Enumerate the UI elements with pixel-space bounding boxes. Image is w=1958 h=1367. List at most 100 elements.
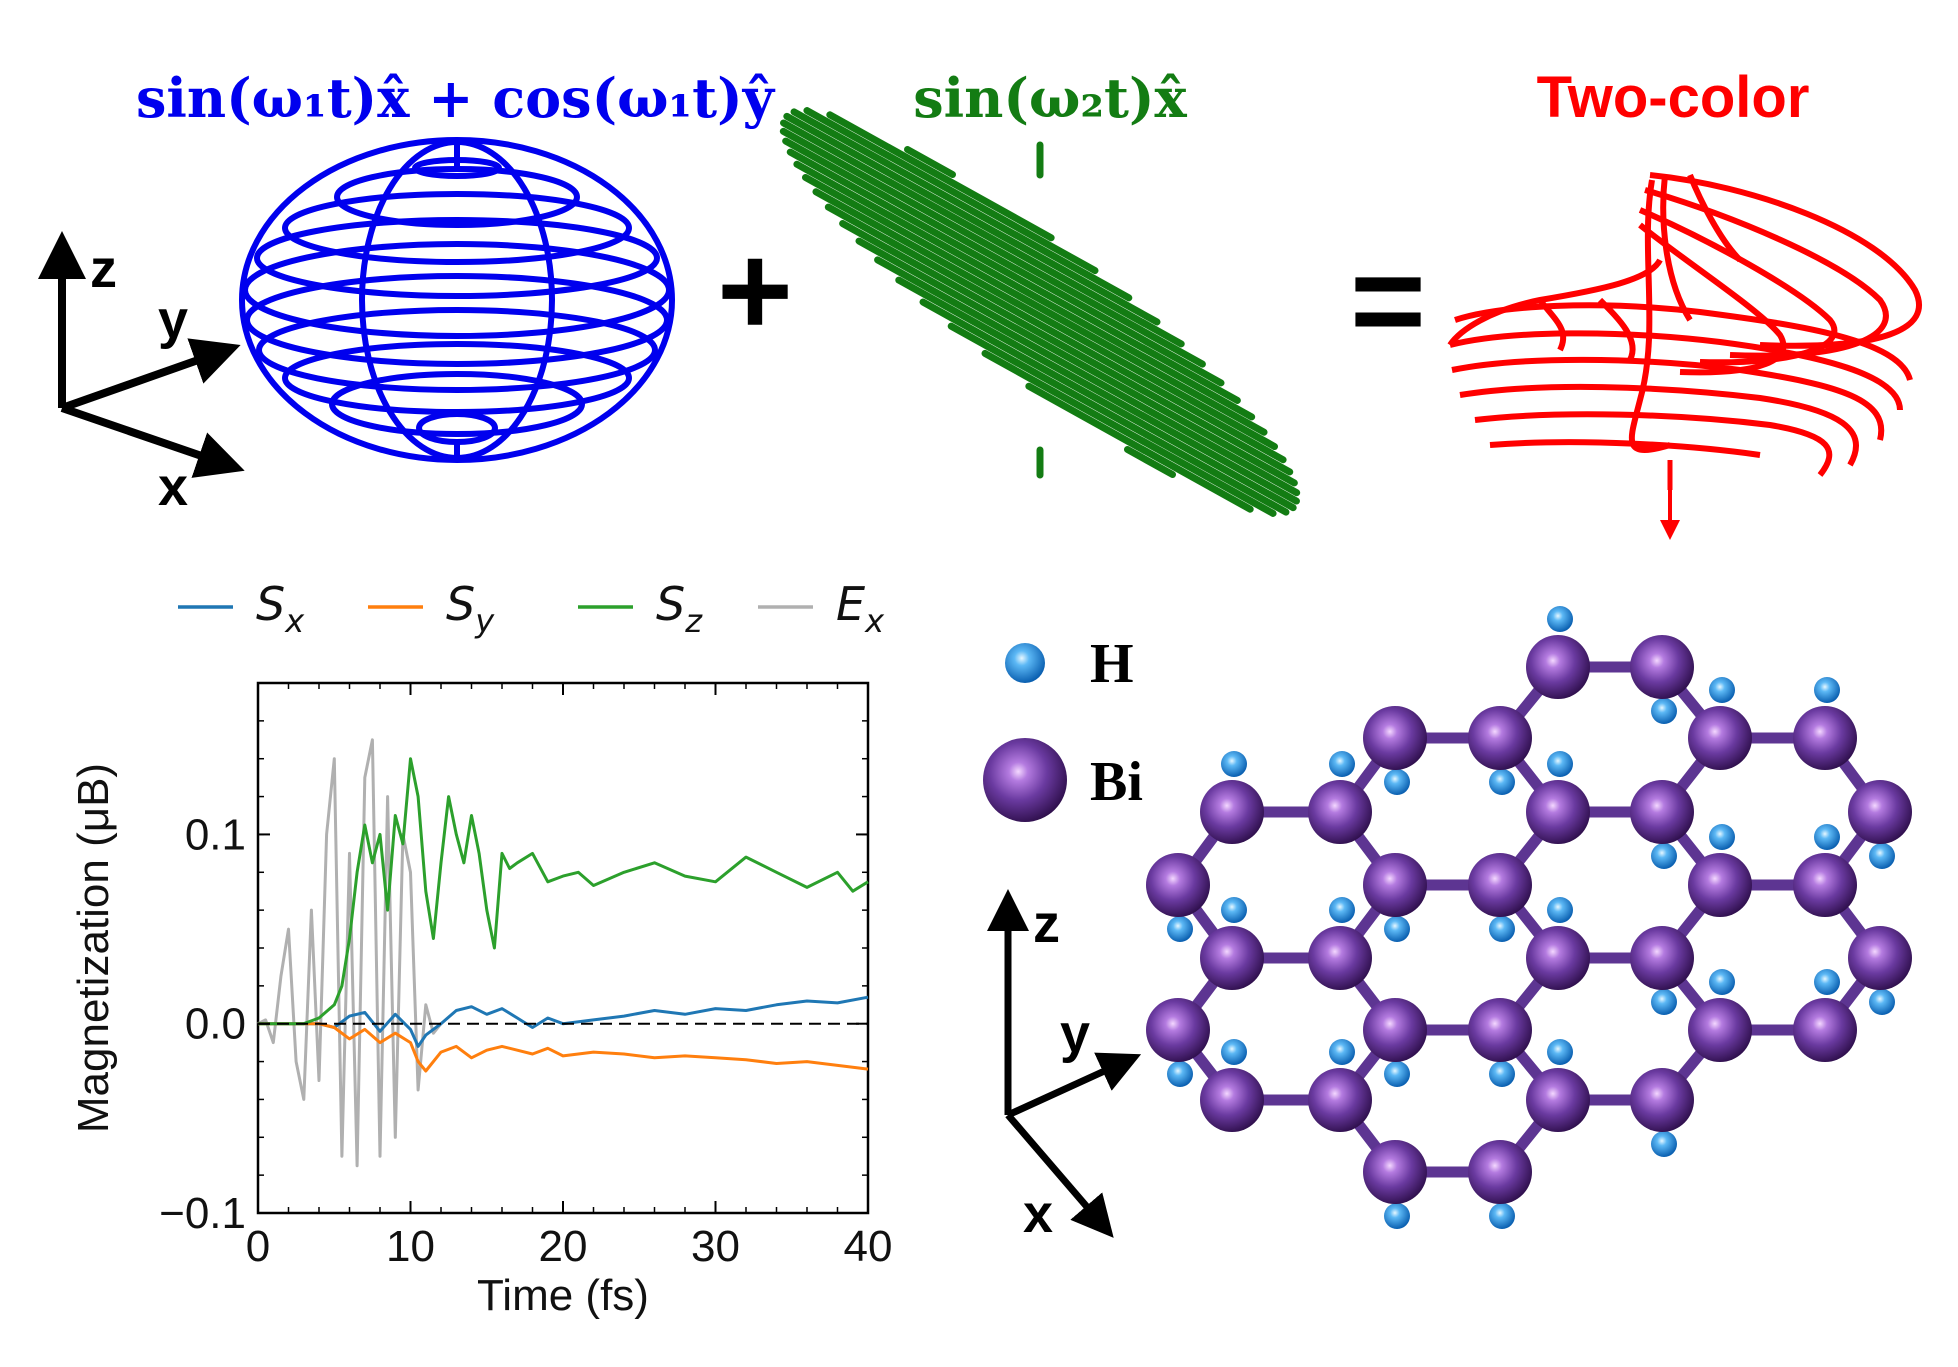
hydrogen-atom [1221,897,1247,923]
y-axis-label: Magnetization (μB) [69,763,118,1133]
bismuth-atom [1688,998,1752,1062]
equals-sign: = [1350,227,1426,373]
chart-ticks: 0 10 20 30 40 −0.1 0.0 0.1 [159,682,893,1271]
top-z-axis-label: z [90,239,117,299]
hydrogen-atom [1221,1039,1247,1065]
green-trajectory-stroke [790,108,1133,302]
structure-y-axis-label: y [1060,1004,1090,1064]
green-trajectory-stroke [779,127,1206,368]
hydrogen-atom [1547,897,1573,923]
hydrogen-atom [1167,916,1193,942]
hydrogen-atom [1489,916,1515,942]
bismuth-atom [1630,1068,1694,1132]
green-trajectory-stroke [1025,382,1254,513]
green-trajectory-stroke [786,148,1241,404]
hydrogen-atom [1489,1203,1515,1229]
top-x-axis-arrow [60,404,245,478]
x-tick-label: 30 [691,1222,740,1271]
structure-axes [987,889,1142,1238]
top-y-axis-label: y [158,290,188,350]
structure-z-axis-label: z [1033,894,1060,954]
hydrogen-atom [1709,677,1735,703]
bismuth-atom [1630,780,1694,844]
hydrogen-atom [1329,1039,1355,1065]
green-trajectory-stroke [1124,446,1176,478]
two-color-label: Two-color [1537,65,1810,130]
green-trajectory-stroke [855,237,1298,487]
bismuth-atom [1688,706,1752,770]
hydrogen-atom [1651,698,1677,724]
hydrogen-atom [1709,824,1735,850]
series-line-sz [258,757,869,1026]
bismuth-atom [1468,1140,1532,1204]
hydrogen-atom [1489,769,1515,795]
legend-bismuth-sphere [983,738,1067,822]
bismuth-atom [1526,1068,1590,1132]
bismuth-atom [1793,706,1857,770]
y-tick-label: −0.1 [159,1189,246,1238]
hydrogen-atom [1384,916,1410,942]
hydrogen-atom [1814,969,1840,995]
hydrogen-atom [1167,1061,1193,1087]
bismuth-atom [1630,926,1694,990]
x-tick-label: 0 [246,1222,270,1271]
hydrogen-atom [1651,989,1677,1015]
green-trajectory-stroke [783,112,1161,326]
structure-y-axis-arrow [1006,1052,1142,1119]
hydrogen-atom [1651,843,1677,869]
hydrogen-atom [1869,843,1895,869]
green-trajectory-stroke [824,203,1287,464]
bismuth-atom [1688,853,1752,917]
green-trajectory-stroke [826,111,1055,242]
green-trajectory-stroke [782,137,1225,387]
green-trajectory-stroke [895,276,1300,505]
bismuth-atom [1848,780,1912,844]
x-tick-label: 20 [539,1222,588,1271]
green-trajectory-stroke [801,173,1268,436]
bismuth-atom [1363,998,1427,1062]
top-x-axis-label: x [158,457,188,517]
bismuth-atom [1526,926,1590,990]
structure-x-axis-label: x [1023,1184,1053,1244]
hydrogen-atom [1489,1061,1515,1087]
hydrogen-atom [1384,1061,1410,1087]
green-trajectory-stroke [812,188,1279,451]
y-tick-label: 0.0 [185,1000,246,1049]
legend-label-ex: Ex [836,577,885,640]
bismuth-atom [1146,998,1210,1062]
series-line-sx [258,995,869,1048]
bismuth-atom [1308,926,1372,990]
bismuth-atom [1468,706,1532,770]
green-trajectory-stroke [981,349,1277,517]
hydrogen-atom [1814,677,1840,703]
hydrogenated-bismuthene-structure [1146,606,1912,1229]
bismuth-atom [1630,635,1694,699]
hydrogen-atom [1651,1131,1677,1157]
chart-legend: Sx Sy Sz Ex [178,577,885,640]
bismuth-atom [1468,998,1532,1062]
bismuth-atom [1793,998,1857,1062]
green-trajectory-stroke [803,107,1099,275]
x-tick-label: 40 [844,1222,893,1271]
x-axis-label: Time (fs) [477,1271,649,1320]
legend-label-sx: Sx [256,577,305,640]
hydrogen-atom [1329,751,1355,777]
y-tick-label: 0.1 [185,810,246,859]
bismuth-atom [1308,780,1372,844]
hydrogen-atom [1709,969,1735,995]
hydrogen-atom [1221,751,1247,777]
green-trajectory-stroke [839,220,1294,476]
bismuth-atom [1526,780,1590,844]
green-trajectory-stroke [904,146,956,178]
series-line-ex [257,738,443,1168]
bismuth-atom [1526,635,1590,699]
series-line-sy [258,1022,869,1073]
red-down-arrow-head [1660,520,1680,540]
green-trajectory-stroke [793,160,1256,421]
bismuth-atom [1308,1068,1372,1132]
green-field-label: sin(ω₂t)x̂ [913,66,1187,130]
bismuth-atom [1200,926,1264,990]
hydrogen-atom [1547,751,1573,777]
